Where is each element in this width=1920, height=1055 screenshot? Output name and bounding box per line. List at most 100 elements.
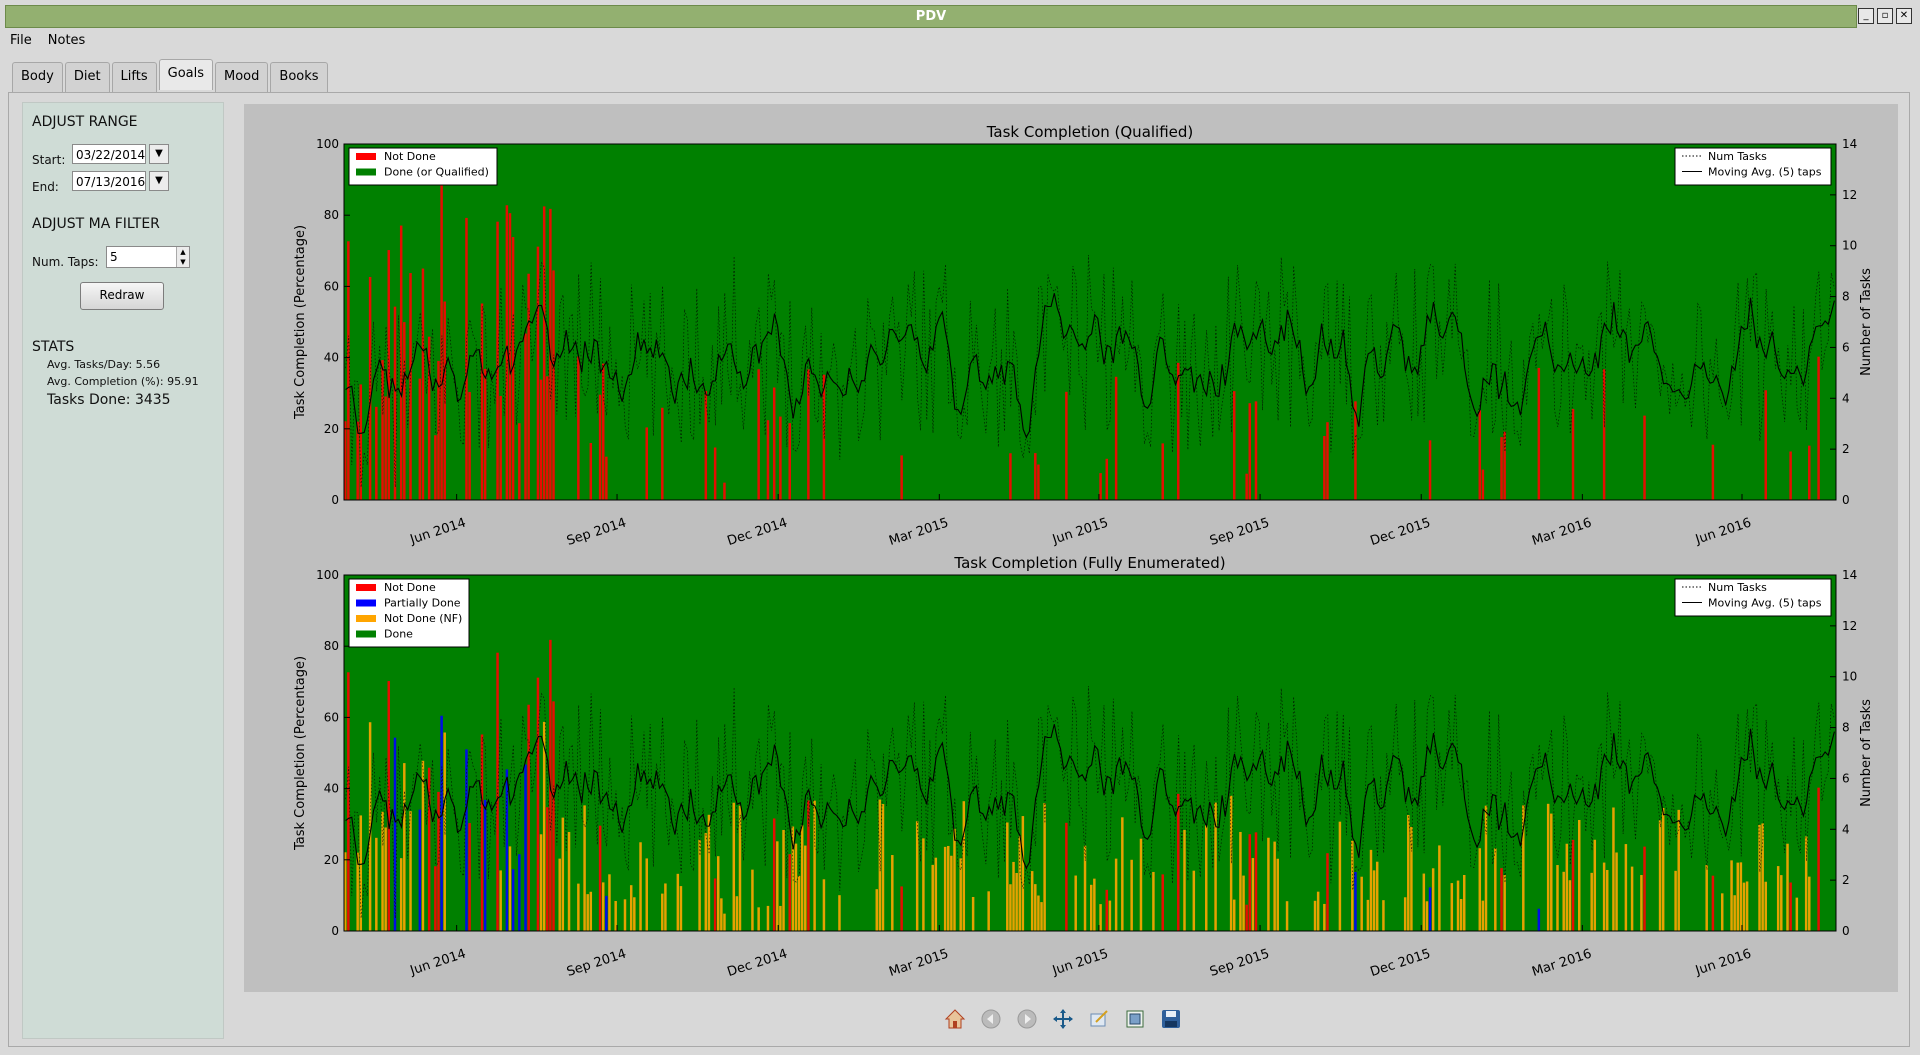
y2-axis-label: Number of Tasks [1859, 699, 1874, 807]
bar [732, 802, 736, 931]
bar [508, 213, 512, 500]
bar [1177, 793, 1180, 931]
series-line-moving-avg [345, 724, 1835, 870]
bar [1780, 875, 1783, 931]
home-icon[interactable] [944, 1008, 966, 1030]
bar [387, 681, 391, 931]
bar [776, 841, 779, 931]
bar [779, 416, 782, 500]
tab-books[interactable]: Books [270, 62, 328, 93]
bar [1037, 895, 1040, 931]
bar [393, 306, 397, 500]
legend-label: Not Done (NF) [384, 612, 462, 625]
bar [1742, 882, 1746, 931]
bar [1503, 431, 1506, 500]
maximize-button[interactable]: ▫ [1877, 8, 1893, 24]
bar [717, 856, 720, 931]
y-axis-label: Task Completion (Percentage) [293, 656, 308, 851]
y2-axis-label: Number of Tasks [1859, 268, 1874, 376]
bar [757, 907, 760, 931]
bar [1459, 899, 1463, 931]
menu-notes[interactable]: Notes [47, 33, 86, 48]
spin-arrows-icon[interactable]: ▲ ▼ [176, 247, 189, 267]
minimize-button[interactable]: _ [1858, 8, 1874, 24]
bar [480, 734, 484, 931]
num-taps-value: 5 [110, 250, 118, 264]
bar [1761, 823, 1764, 931]
bar [384, 396, 387, 500]
bar [633, 897, 636, 931]
legend-label: Done [384, 628, 413, 641]
end-label: End: [32, 180, 59, 194]
tab-body[interactable]: Body [12, 62, 63, 93]
bar [1130, 859, 1133, 931]
zoom-icon[interactable] [1088, 1008, 1110, 1030]
forward-icon[interactable] [1016, 1008, 1038, 1030]
bar [577, 883, 580, 931]
tasks-done-stat: Tasks Done: 3435 [47, 392, 171, 408]
redraw-button[interactable]: Redraw [80, 282, 164, 310]
save-icon[interactable] [1160, 1008, 1182, 1030]
bar [539, 379, 543, 500]
bar [959, 858, 962, 931]
bar [542, 206, 546, 500]
bar [1183, 829, 1186, 931]
bar [399, 225, 403, 500]
tab-diet[interactable]: Diet [64, 62, 110, 93]
bar [524, 764, 527, 931]
bar [900, 455, 903, 500]
x-tick-label: Jun 2014 [408, 947, 468, 979]
x-tick-label: Dec 2015 [1369, 947, 1433, 981]
subplots-icon[interactable] [1124, 1008, 1146, 1030]
stats-heading: STATS [32, 339, 75, 355]
figure-canvas[interactable]: Task Completion (Qualified) 0 20 40 60 80 100 0… [244, 104, 1898, 992]
bar [813, 800, 816, 931]
x-tick-label: Mar 2016 [1530, 516, 1593, 549]
tab-lifts[interactable]: Lifts [111, 62, 157, 93]
legend-swatch [356, 153, 376, 160]
bar [1015, 872, 1018, 931]
end-date-input[interactable]: 07/13/2016 [72, 171, 146, 191]
tab-goals[interactable]: Goals [158, 59, 214, 90]
bar [347, 241, 350, 500]
adjust-range-heading: ADJUST RANGE [32, 114, 138, 130]
bar [1736, 862, 1740, 931]
bar [751, 869, 754, 931]
close-button[interactable]: ✕ [1896, 8, 1912, 24]
bar [1578, 819, 1581, 931]
bar [1083, 845, 1087, 931]
bar [1624, 844, 1628, 931]
bar [505, 205, 509, 500]
bar [1192, 870, 1196, 931]
bar [598, 394, 602, 500]
charts-svg[interactable]: Task Completion (Qualified)0204060801000… [244, 104, 1898, 992]
tab-mood[interactable]: Mood [215, 62, 269, 93]
bar [1643, 415, 1646, 500]
bar [738, 805, 742, 931]
start-date-dropdown[interactable]: ▼ [149, 144, 169, 164]
pan-icon[interactable] [1052, 1008, 1074, 1030]
back-icon[interactable] [980, 1008, 1002, 1030]
bar [387, 250, 391, 500]
start-date-input[interactable]: 03/22/2014 [72, 144, 146, 164]
bar [368, 722, 372, 931]
bar [483, 799, 487, 931]
bar [1254, 401, 1258, 500]
end-date-dropdown[interactable]: ▼ [149, 171, 169, 191]
num-taps-spinbox[interactable]: 5 ▲ ▼ [106, 246, 190, 268]
bar [356, 421, 359, 500]
bar [1009, 884, 1012, 931]
menu-bar: File Notes [10, 33, 85, 48]
bar [359, 815, 363, 931]
legend-label: Not Done [384, 581, 436, 594]
bar [1643, 846, 1646, 931]
legend-swatch [356, 168, 376, 176]
bar [468, 392, 471, 500]
bar [704, 833, 708, 931]
x-tick-label: Sep 2014 [565, 947, 628, 980]
bar [1375, 861, 1379, 931]
bar [427, 767, 431, 931]
bar [518, 423, 521, 500]
x-tick-label: Dec 2014 [725, 516, 789, 550]
menu-file[interactable]: File [10, 33, 32, 48]
